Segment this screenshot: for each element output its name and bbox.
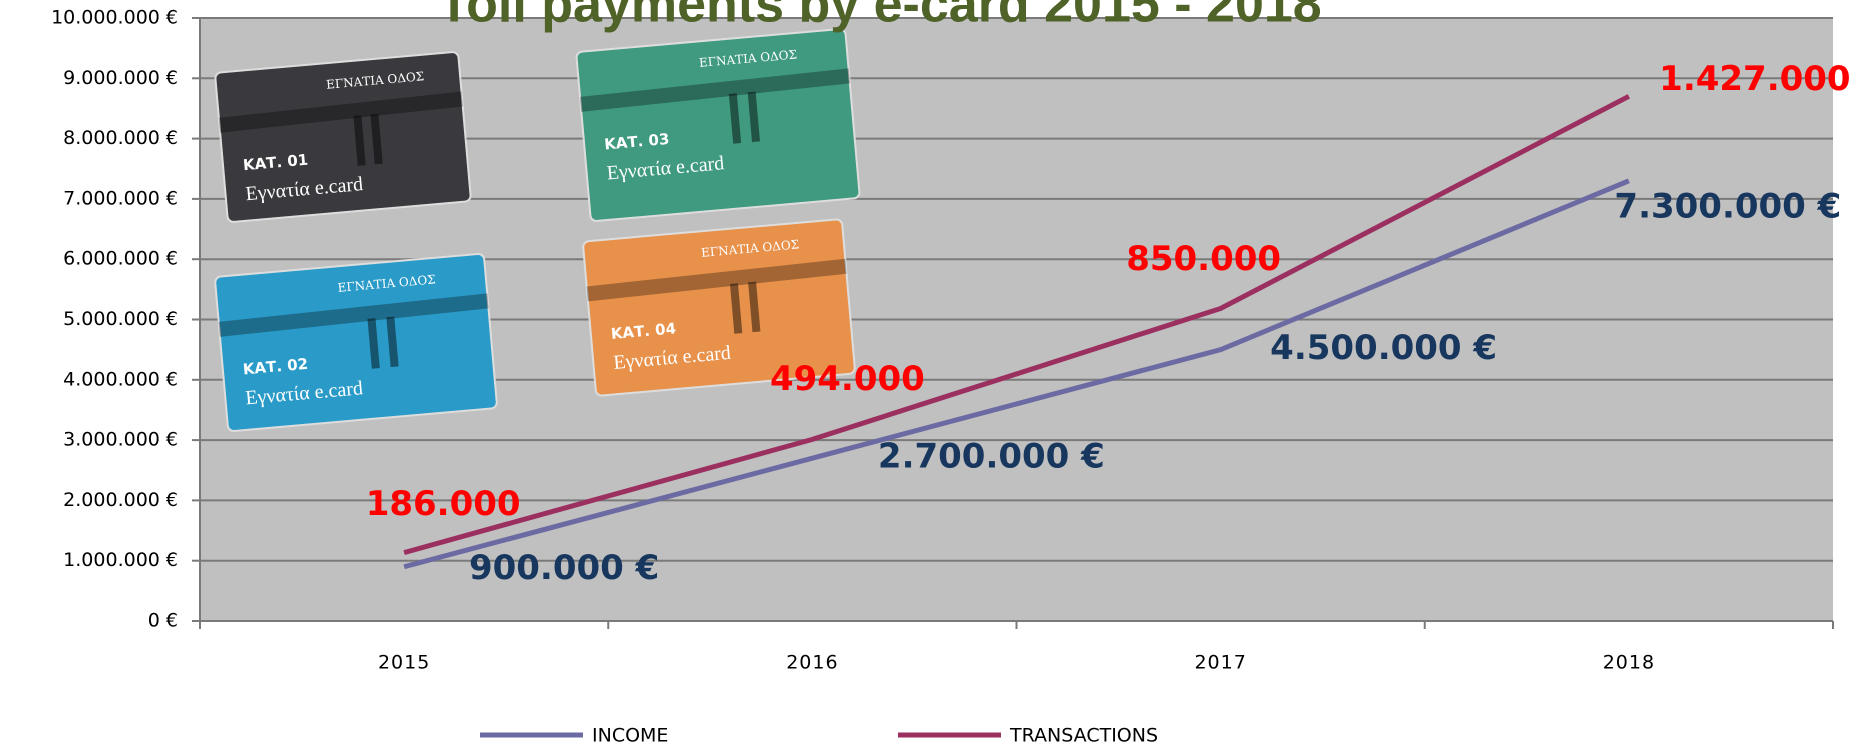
card-category: ΚΑΤ. 03 [603,130,670,154]
card-pillar [386,316,399,368]
y-tick-label: 8.000.000 € [63,127,178,149]
y-tick-label: 7.000.000 € [63,187,178,209]
card-category: ΚΑΤ. 04 [610,319,677,343]
data-label: 850.000 [1126,239,1281,279]
card-pillar [747,91,760,143]
x-tick-label: 2018 [1603,652,1655,674]
card-body [582,218,856,397]
y-tick-label: 3.000.000 € [63,429,178,451]
card-pillar [728,93,742,144]
y-tick-label: 0 € [148,610,178,632]
y-tick-label: 9.000.000 € [63,67,178,89]
y-tick-label: 4.000.000 € [63,368,178,390]
card-category: ΚΑΤ. 02 [242,355,309,379]
card-bridge [218,293,489,337]
x-tick-label: 2016 [786,652,838,674]
card-bridge [580,68,850,112]
data-label: 4.500.000 € [1270,328,1497,368]
data-label: 186.000 [366,484,521,524]
card-category: ΚΑΤ. 01 [242,151,309,175]
data-label: 494.000 [770,359,925,399]
card-pillar [353,115,366,166]
card-bridge [586,258,847,302]
y-tick-label: 6.000.000 € [63,248,178,270]
chart-title: Toll payments by e-card 2015 - 2018 [438,0,1321,34]
data-label: 7.300.000 € [1614,186,1841,226]
card-body [575,28,861,222]
y-tick-label: 5.000.000 € [63,308,178,330]
data-label: 1.427.000 [1659,59,1850,99]
card-pillar [729,283,743,334]
legend-label: TRANSACTIONS [1009,725,1158,747]
data-label: 2.700.000 € [878,437,1105,477]
legend-label: INCOME [592,725,668,747]
x-tick-label: 2015 [378,652,430,674]
card-pillar [370,113,383,165]
series-line [403,94,1631,556]
x-tick-label: 2017 [1194,652,1246,674]
card-body [214,51,472,223]
series-line [403,178,1630,570]
card-pillar [367,318,380,369]
y-tick-label: 2.000.000 € [63,489,178,511]
y-tick-label: 10.000.000 € [51,7,178,29]
card-bridge [218,91,463,133]
data-label: 900.000 € [469,548,659,588]
card-body [214,253,498,432]
y-tick-label: 1.000.000 € [63,549,178,571]
card-pillar [748,281,761,333]
